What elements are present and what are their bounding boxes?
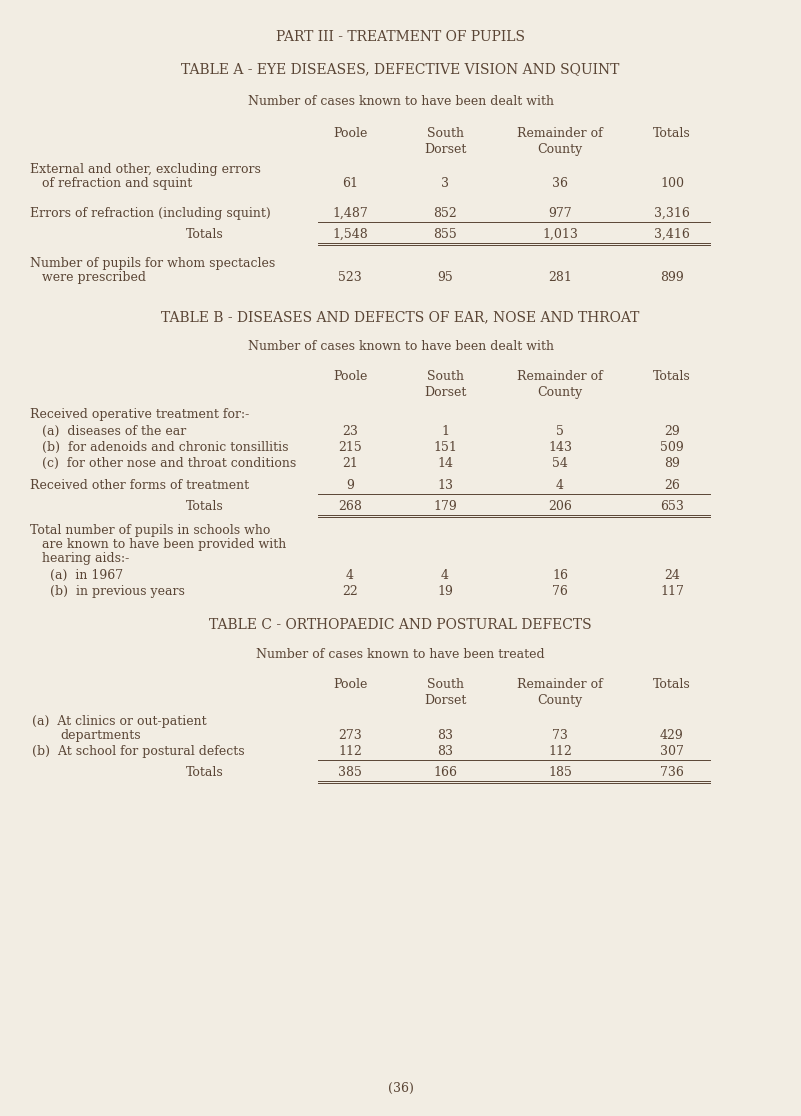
Text: 4: 4 [441,569,449,583]
Text: 143: 143 [548,441,572,454]
Text: Totals: Totals [186,228,223,241]
Text: 29: 29 [664,425,680,437]
Text: (36): (36) [388,1083,413,1095]
Text: Poole: Poole [332,127,367,140]
Text: 83: 83 [437,745,453,758]
Text: 307: 307 [660,745,684,758]
Text: Number of pupils for whom spectacles: Number of pupils for whom spectacles [30,257,276,270]
Text: 4: 4 [556,479,564,492]
Text: TABLE C - ORTHOPAEDIC AND POSTURAL DEFECTS: TABLE C - ORTHOPAEDIC AND POSTURAL DEFEC… [209,618,592,632]
Text: (a)  diseases of the ear: (a) diseases of the ear [42,425,187,437]
Text: 385: 385 [338,766,362,779]
Text: Totals: Totals [186,500,223,513]
Text: are known to have been provided with: are known to have been provided with [42,538,286,551]
Text: 1,548: 1,548 [332,228,368,241]
Text: 61: 61 [342,177,358,190]
Text: departments: departments [60,729,141,742]
Text: PART III - TREATMENT OF PUPILS: PART III - TREATMENT OF PUPILS [276,30,525,44]
Text: Poole: Poole [332,679,367,691]
Text: 268: 268 [338,500,362,513]
Text: 855: 855 [433,228,457,241]
Text: 852: 852 [433,206,457,220]
Text: Totals: Totals [186,766,223,779]
Text: TABLE A - EYE DISEASES, DEFECTIVE VISION AND SQUINT: TABLE A - EYE DISEASES, DEFECTIVE VISION… [181,62,620,76]
Text: 523: 523 [338,271,362,283]
Text: 26: 26 [664,479,680,492]
Text: 112: 112 [548,745,572,758]
Text: Number of cases known to have been dealt with: Number of cases known to have been dealt… [248,95,553,108]
Text: External and other, excluding errors: External and other, excluding errors [30,163,261,176]
Text: Total number of pupils in schools who: Total number of pupils in schools who [30,525,271,537]
Text: 179: 179 [433,500,457,513]
Text: TABLE B - DISEASES AND DEFECTS OF EAR, NOSE AND THROAT: TABLE B - DISEASES AND DEFECTS OF EAR, N… [161,310,640,324]
Text: 95: 95 [437,271,453,283]
Text: 151: 151 [433,441,457,454]
Text: Received other forms of treatment: Received other forms of treatment [30,479,249,492]
Text: Errors of refraction (including squint): Errors of refraction (including squint) [30,206,271,220]
Text: 36: 36 [552,177,568,190]
Text: were prescribed: were prescribed [42,271,146,283]
Text: Received operative treatment for:-: Received operative treatment for:- [30,408,249,421]
Text: 185: 185 [548,766,572,779]
Text: (b)  At school for postural defects: (b) At school for postural defects [32,745,244,758]
Text: 83: 83 [437,729,453,742]
Text: (a)  At clinics or out-patient: (a) At clinics or out-patient [32,715,207,728]
Text: 166: 166 [433,766,457,779]
Text: South
Dorset: South Dorset [424,127,466,156]
Text: Totals: Totals [653,127,691,140]
Text: 3,316: 3,316 [654,206,690,220]
Text: 100: 100 [660,177,684,190]
Text: 22: 22 [342,585,358,598]
Text: 21: 21 [342,456,358,470]
Text: 206: 206 [548,500,572,513]
Text: 73: 73 [552,729,568,742]
Text: 24: 24 [664,569,680,583]
Text: 509: 509 [660,441,684,454]
Text: 117: 117 [660,585,684,598]
Text: South
Dorset: South Dorset [424,679,466,708]
Text: 1: 1 [441,425,449,437]
Text: Remainder of
County: Remainder of County [517,127,603,156]
Text: 23: 23 [342,425,358,437]
Text: 899: 899 [660,271,684,283]
Text: of refraction and squint: of refraction and squint [42,177,192,190]
Text: Totals: Totals [653,679,691,691]
Text: 3: 3 [441,177,449,190]
Text: South
Dorset: South Dorset [424,371,466,400]
Text: 736: 736 [660,766,684,779]
Text: 281: 281 [548,271,572,283]
Text: 19: 19 [437,585,453,598]
Text: Number of cases known to have been treated: Number of cases known to have been treat… [256,648,545,661]
Text: (a)  in 1967: (a) in 1967 [50,569,123,583]
Text: Poole: Poole [332,371,367,383]
Text: Remainder of
County: Remainder of County [517,679,603,708]
Text: Remainder of
County: Remainder of County [517,371,603,400]
Text: 13: 13 [437,479,453,492]
Text: 5: 5 [556,425,564,437]
Text: 429: 429 [660,729,684,742]
Text: 273: 273 [338,729,362,742]
Text: 4: 4 [346,569,354,583]
Text: 89: 89 [664,456,680,470]
Text: (c)  for other nose and throat conditions: (c) for other nose and throat conditions [42,456,296,470]
Text: Totals: Totals [653,371,691,383]
Text: 9: 9 [346,479,354,492]
Text: 653: 653 [660,500,684,513]
Text: 3,416: 3,416 [654,228,690,241]
Text: Number of cases known to have been dealt with: Number of cases known to have been dealt… [248,340,553,353]
Text: 54: 54 [552,456,568,470]
Text: 1,013: 1,013 [542,228,578,241]
Text: 16: 16 [552,569,568,583]
Text: 215: 215 [338,441,362,454]
Text: 977: 977 [548,206,572,220]
Text: 112: 112 [338,745,362,758]
Text: (b)  in previous years: (b) in previous years [50,585,185,598]
Text: 1,487: 1,487 [332,206,368,220]
Text: 76: 76 [552,585,568,598]
Text: 14: 14 [437,456,453,470]
Text: (b)  for adenoids and chronic tonsillitis: (b) for adenoids and chronic tonsillitis [42,441,288,454]
Text: hearing aids:-: hearing aids:- [42,552,129,565]
